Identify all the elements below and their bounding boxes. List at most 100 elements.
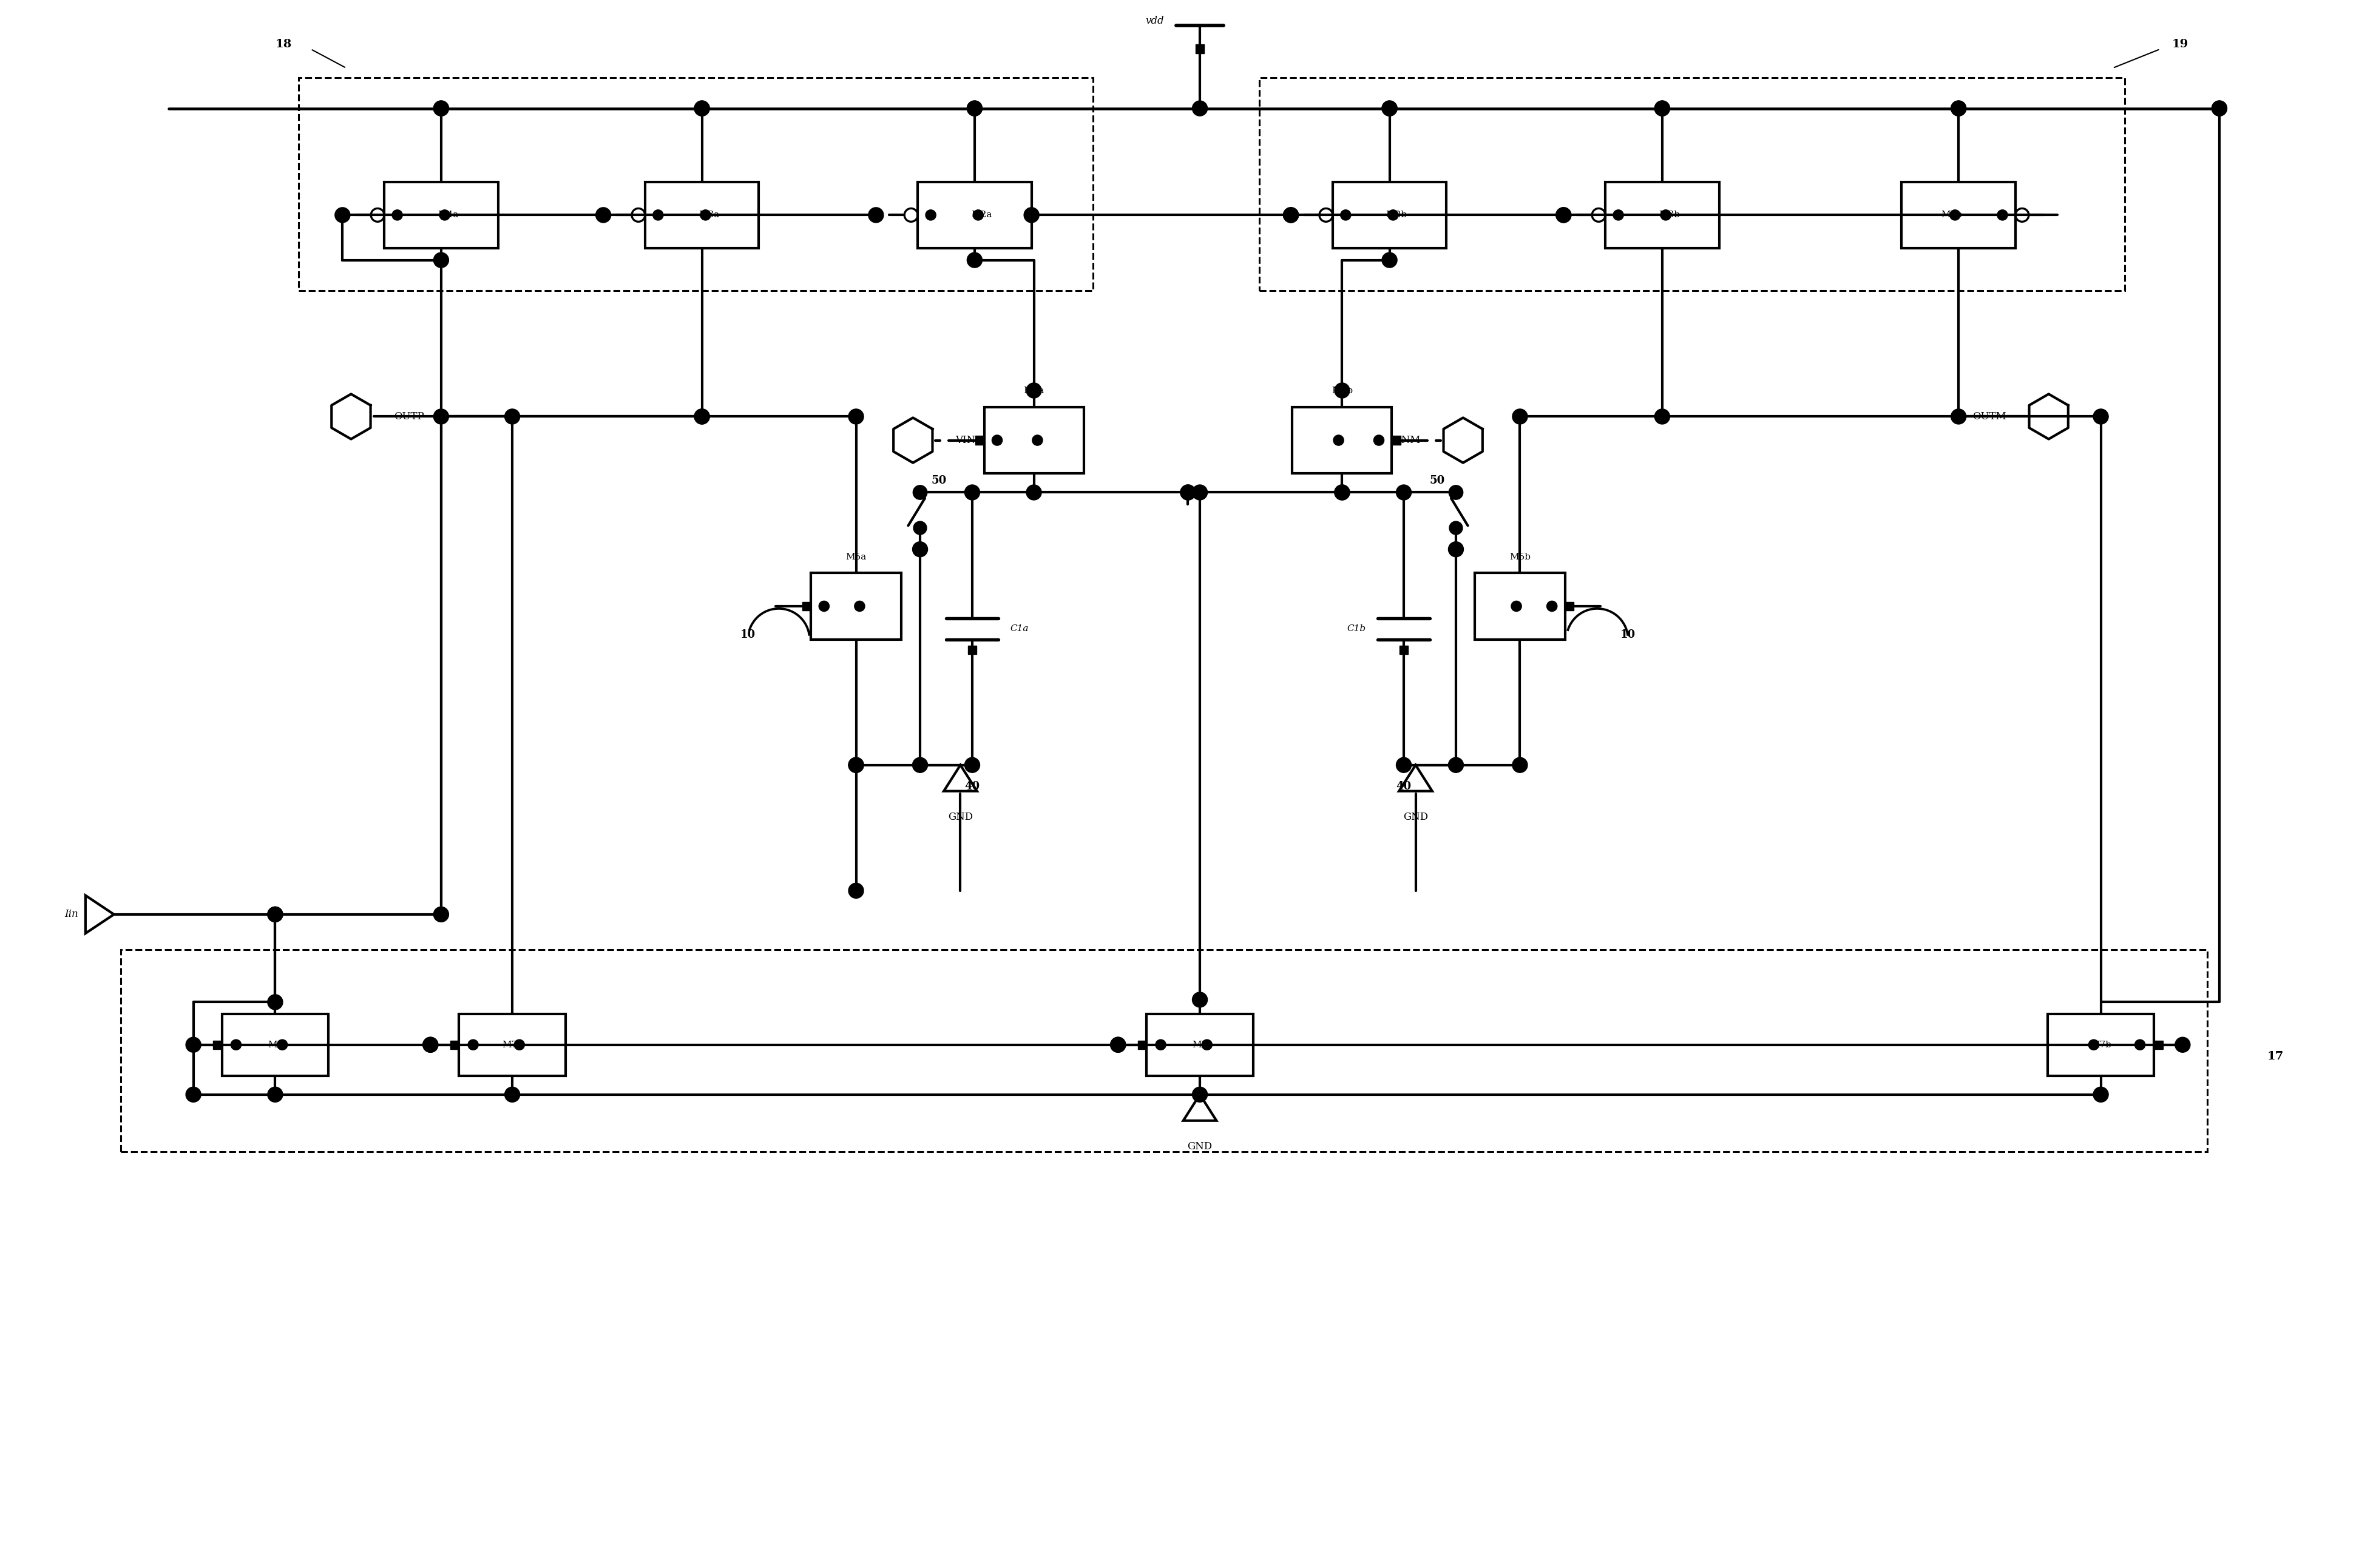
Bar [1259,77,2124,292]
Circle shape [1340,210,1352,220]
Circle shape [185,1087,202,1102]
Circle shape [1397,485,1411,500]
Bar [967,646,977,654]
Circle shape [1110,1036,1126,1052]
Bar [451,1041,459,1049]
Circle shape [967,100,981,116]
Bar [1399,646,1409,654]
Circle shape [1193,1087,1207,1102]
Circle shape [1283,207,1300,223]
Circle shape [1397,757,1411,773]
Circle shape [268,1087,283,1102]
Bar [810,572,901,640]
Circle shape [1449,757,1464,773]
Circle shape [1335,485,1350,500]
Circle shape [513,1040,525,1051]
Text: M3b: M3b [1658,210,1680,220]
Circle shape [268,906,283,922]
Circle shape [912,521,927,535]
Bar [977,436,984,444]
Circle shape [820,601,829,612]
Circle shape [1383,100,1397,116]
Bar [1392,436,1399,444]
Bar [121,950,2207,1151]
Circle shape [1283,207,1300,223]
Text: M2a: M2a [972,210,993,220]
Text: OUTP: OUTP [394,411,423,422]
Bar [1606,182,1720,248]
Circle shape [1514,409,1528,423]
Circle shape [1202,1040,1212,1051]
Text: M1a: M1a [1024,387,1045,395]
Circle shape [1110,1036,1126,1052]
Bar [2048,1014,2155,1076]
Circle shape [392,210,402,220]
Circle shape [1383,252,1397,268]
Bar [385,182,499,248]
Circle shape [1383,100,1397,116]
Circle shape [848,409,862,423]
Circle shape [912,486,927,500]
Circle shape [972,210,984,220]
Circle shape [965,485,979,500]
Text: VINP: VINP [955,434,984,445]
Text: 18: 18 [276,39,292,50]
Circle shape [991,434,1003,445]
Bar [459,1014,565,1076]
Circle shape [848,883,862,898]
Circle shape [504,1087,520,1102]
Circle shape [1449,486,1464,500]
Circle shape [268,994,283,1010]
Circle shape [694,100,710,116]
Text: 50: 50 [931,475,946,486]
Circle shape [912,757,927,773]
Circle shape [1654,100,1670,116]
Circle shape [1449,541,1464,557]
Circle shape [230,1040,242,1051]
Text: M1b: M1b [1331,387,1352,395]
Text: M7b: M7b [2091,1041,2112,1049]
Circle shape [1335,383,1350,398]
Bar [1475,572,1566,640]
Circle shape [965,757,979,773]
Circle shape [423,1036,437,1052]
Text: 10: 10 [741,629,756,640]
Text: OUTM: OUTM [1972,411,2005,422]
Text: M3a: M3a [699,210,720,220]
Text: 40: 40 [965,781,979,792]
Circle shape [2134,1040,2146,1051]
Bar [1293,408,1392,474]
Circle shape [1449,521,1464,535]
Circle shape [1951,409,1967,423]
Circle shape [694,409,710,423]
Circle shape [432,100,449,116]
Text: M2b: M2b [1385,210,1407,220]
Circle shape [1373,434,1385,445]
Circle shape [927,210,936,220]
Circle shape [1181,485,1195,500]
Circle shape [701,210,710,220]
Circle shape [1026,485,1041,500]
Circle shape [2212,100,2226,116]
Circle shape [335,207,349,223]
Bar [1148,1014,1252,1076]
Bar [984,408,1083,474]
Circle shape [855,601,865,612]
Circle shape [1181,485,1195,500]
Text: M5: M5 [1193,1041,1207,1049]
Circle shape [1514,757,1528,773]
Bar [214,1041,221,1049]
Bar [1566,602,1573,610]
Text: Iin: Iin [64,909,78,919]
Text: M7a: M7a [501,1041,523,1049]
Circle shape [1026,383,1041,398]
Text: vdd: vdd [1145,16,1164,25]
Circle shape [1193,485,1207,500]
Circle shape [1193,100,1207,116]
Circle shape [1193,993,1207,1007]
Text: GND: GND [1404,812,1428,822]
Circle shape [1155,1040,1167,1051]
Bar [1333,182,1447,248]
Circle shape [1024,207,1038,223]
Text: M8: M8 [268,1041,283,1049]
